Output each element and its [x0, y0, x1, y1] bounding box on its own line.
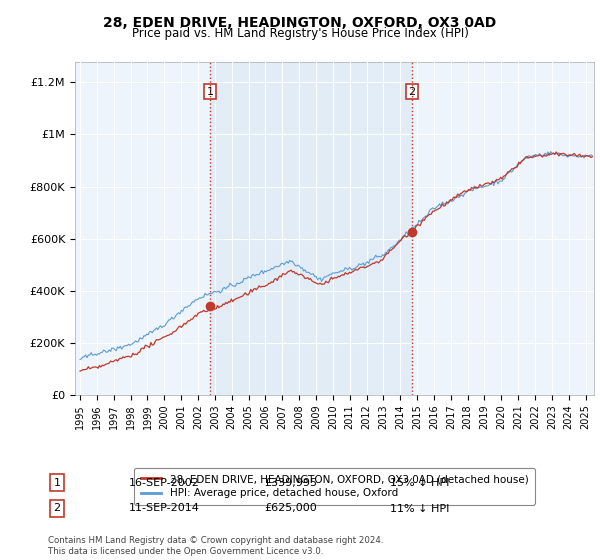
Text: 15% ↓ HPI: 15% ↓ HPI	[390, 478, 449, 488]
Text: 1: 1	[53, 478, 61, 488]
Text: £339,995: £339,995	[264, 478, 317, 488]
Text: 28, EDEN DRIVE, HEADINGTON, OXFORD, OX3 0AD: 28, EDEN DRIVE, HEADINGTON, OXFORD, OX3 …	[103, 16, 497, 30]
Text: 11-SEP-2014: 11-SEP-2014	[129, 503, 200, 514]
Text: 16-SEP-2002: 16-SEP-2002	[129, 478, 200, 488]
Text: 1: 1	[206, 87, 214, 96]
Legend: 28, EDEN DRIVE, HEADINGTON, OXFORD, OX3 0AD (detached house), HPI: Average price: 28, EDEN DRIVE, HEADINGTON, OXFORD, OX3 …	[134, 468, 535, 505]
Text: 2: 2	[408, 87, 415, 96]
Text: Contains HM Land Registry data © Crown copyright and database right 2024.
This d: Contains HM Land Registry data © Crown c…	[48, 536, 383, 556]
Text: £625,000: £625,000	[264, 503, 317, 514]
Text: 2: 2	[53, 503, 61, 514]
Bar	[210, 62, 412, 395]
Text: Price paid vs. HM Land Registry's House Price Index (HPI): Price paid vs. HM Land Registry's House …	[131, 27, 469, 40]
Text: 11% ↓ HPI: 11% ↓ HPI	[390, 503, 449, 514]
